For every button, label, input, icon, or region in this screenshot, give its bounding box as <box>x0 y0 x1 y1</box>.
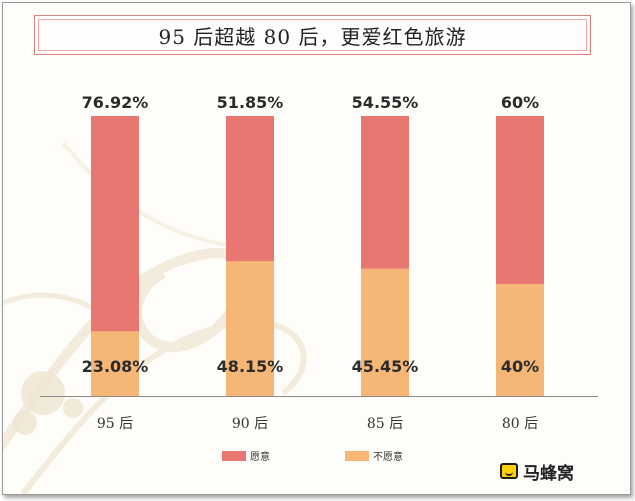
bar-segment-not-willing <box>496 284 544 396</box>
data-label-not-willing: 23.08% <box>82 357 149 376</box>
legend-swatch <box>222 451 246 461</box>
chart-title: 95 后超越 80 后，更爱红色旅游 <box>158 24 467 49</box>
bar-segment-willing <box>91 116 139 332</box>
bar-segment-not-willing <box>226 261 274 396</box>
x-tick-label: 90 后 <box>232 416 268 432</box>
data-label-willing: 51.85% <box>217 93 284 112</box>
data-label-not-willing: 45.45% <box>352 357 419 376</box>
bar-segment-not-willing <box>91 331 139 396</box>
data-label-not-willing: 48.15% <box>217 357 284 376</box>
x-tick-label: 85 后 <box>367 416 403 432</box>
mafengwo-logo-icon <box>500 463 518 479</box>
watermark-text: 马蜂窝 <box>523 463 574 484</box>
watermark-logo: 马蜂窝 <box>500 459 574 484</box>
bar-segment-not-willing <box>361 268 409 396</box>
bar-segment-willing <box>496 116 544 284</box>
title-box: 95 后超越 80 后，更爱红色旅游 <box>34 15 591 55</box>
legend-label: 不愿意 <box>373 450 403 463</box>
legend-label: 愿意 <box>250 450 270 463</box>
bar-segment-willing <box>226 116 274 262</box>
bar-segment-willing <box>361 116 409 269</box>
data-label-not-willing: 40% <box>501 357 539 376</box>
data-label-willing: 54.55% <box>352 93 419 112</box>
legend-swatch <box>345 451 369 461</box>
x-tick-label: 95 后 <box>97 416 133 432</box>
data-label-willing: 76.92% <box>82 93 149 112</box>
data-label-willing: 60% <box>501 93 539 112</box>
x-tick-label: 80 后 <box>502 416 538 432</box>
